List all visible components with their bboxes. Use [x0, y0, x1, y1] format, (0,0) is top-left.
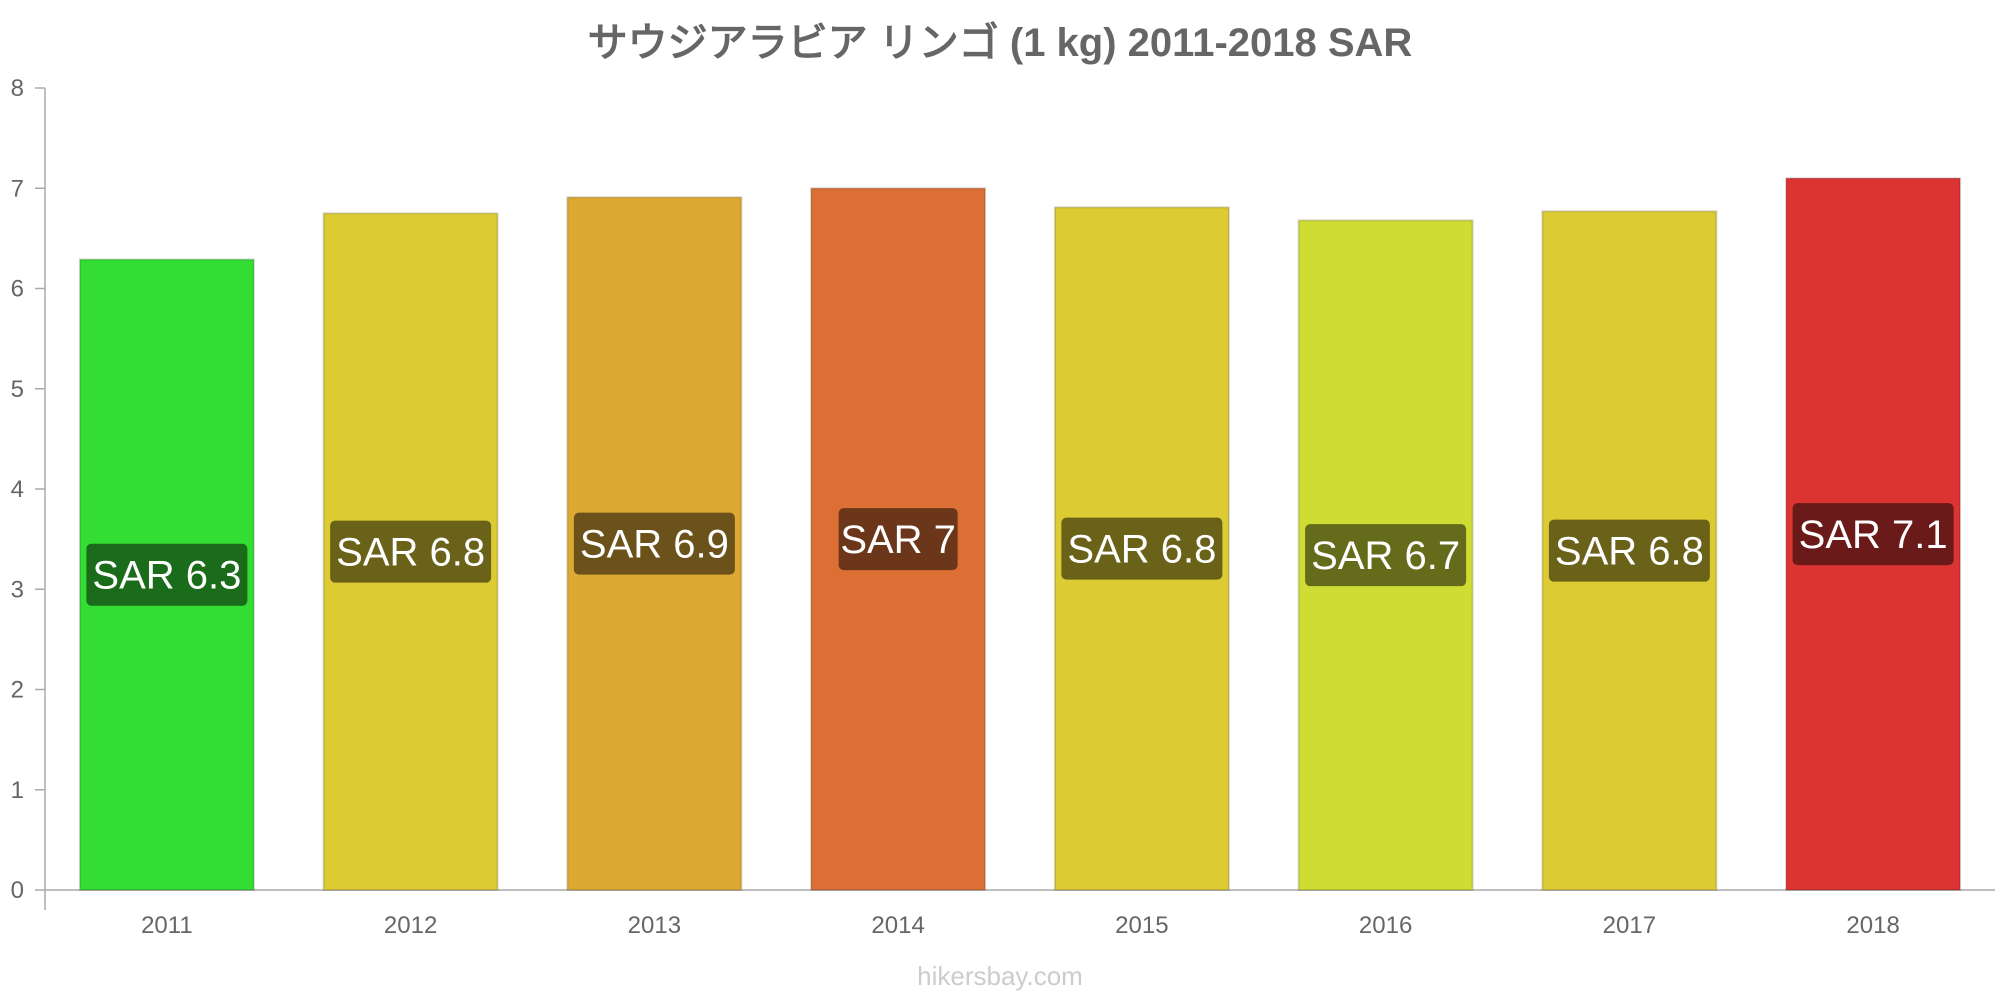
data-label: SAR 7 [840, 518, 956, 562]
data-label-box [573, 512, 735, 575]
x-tick-label: 2015 [1115, 912, 1168, 939]
data-label-box [1305, 524, 1467, 587]
y-axis: 0 1 2 3 4 5 6 7 8 [11, 75, 46, 910]
data-label: SAR 7.1 [1799, 513, 1948, 557]
y-tick-label: 6 [11, 276, 24, 303]
data-label-box [1061, 517, 1223, 580]
data-label-box [1548, 519, 1710, 582]
data-label-box [838, 508, 958, 571]
y-tick-label: 5 [11, 376, 24, 403]
data-label-box [330, 520, 492, 583]
x-tick-label: 2017 [1603, 912, 1656, 939]
y-tick-label: 1 [11, 777, 24, 804]
y-tick-label: 8 [11, 75, 24, 102]
y-tick-label: 0 [11, 877, 24, 904]
data-label-box [1792, 503, 1954, 566]
data-label: SAR 6.9 [580, 523, 729, 567]
chart-title: サウジアラビア リンゴ (1 kg) 2011-2018 SAR [588, 20, 1413, 65]
y-tick-label: 2 [11, 677, 24, 704]
data-label: SAR 6.8 [336, 531, 485, 575]
watermark: hikersbay.com [917, 961, 1083, 991]
x-tick-label: 2013 [628, 912, 681, 939]
x-tick-label: 2011 [141, 912, 193, 939]
x-tick-label: 2016 [1359, 912, 1412, 939]
y-tick-label: 3 [11, 576, 24, 603]
data-labels-group: SAR 6.3 SAR 6.8 SAR 6.9 SAR 7 SAR 6.8 SAR 6.7… [86, 503, 1954, 606]
x-tick-label: 2018 [1846, 912, 1899, 939]
data-label-box [86, 543, 248, 606]
data-label: SAR 6.3 [92, 554, 241, 598]
x-axis: 2011 2012 2013 2014 2015 2016 2017 2018 [45, 889, 1995, 939]
data-label: SAR 6.8 [1067, 528, 1216, 572]
x-tick-label: 2012 [384, 912, 437, 939]
y-tick-label: 4 [11, 476, 24, 503]
data-label: SAR 6.7 [1311, 534, 1460, 578]
y-tick-label: 7 [11, 175, 24, 202]
data-label: SAR 6.8 [1555, 530, 1704, 574]
x-tick-label: 2014 [871, 912, 924, 939]
